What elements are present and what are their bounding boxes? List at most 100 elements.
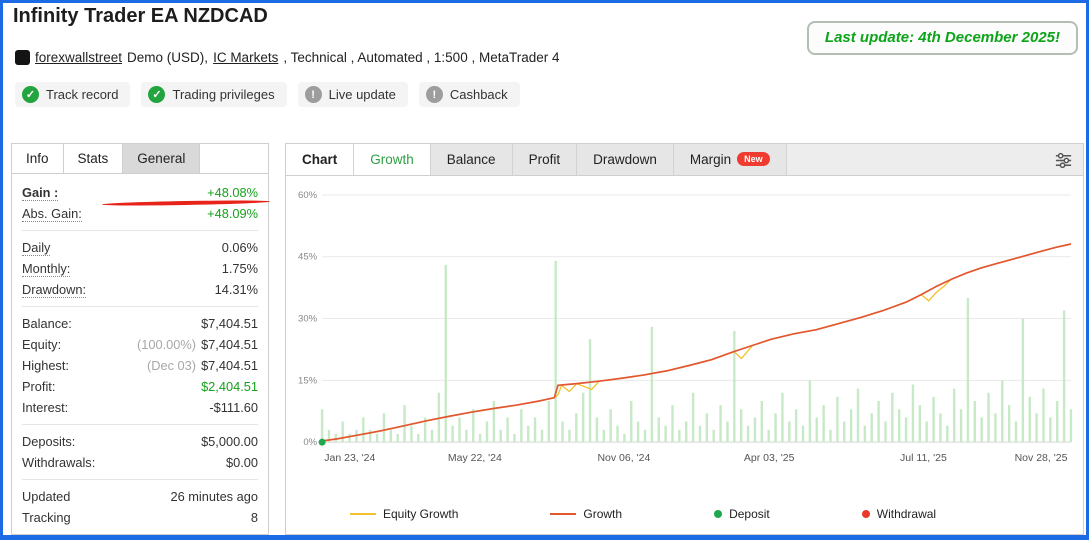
info-row-updated: Updated 26 minutes ago [22, 486, 258, 507]
svg-text:Apr 03, '25: Apr 03, '25 [744, 453, 795, 464]
account-subtitle: forexwallstreet Demo (USD), IC Markets ,… [15, 50, 560, 65]
account-type-text: Demo (USD), [127, 50, 209, 65]
info-row-drawdown: Drawdown: 14.31% [22, 279, 258, 300]
badge-track-record[interactable]: ✓ Track record [15, 82, 131, 107]
tab-growth[interactable]: Growth [354, 144, 431, 175]
account-logo-icon [15, 50, 30, 65]
value-prefix: (100.00%) [137, 337, 197, 352]
info-label[interactable]: Drawdown: [22, 281, 87, 298]
tab-balance[interactable]: Balance [430, 144, 513, 175]
info-row-tracking: Tracking 8 [22, 507, 258, 528]
tab-margin[interactable]: Margin New [673, 144, 787, 175]
info-value: $5,000.00 [201, 434, 258, 449]
info-value: $2,404.51 [201, 379, 258, 394]
tab-info[interactable]: Info [12, 144, 64, 173]
info-label[interactable]: Monthly: [22, 260, 71, 277]
chart-tabs: Chart Growth Balance Profit Drawdown Margin Ne… [286, 144, 1083, 176]
info-value: 1.75% [221, 261, 258, 276]
info-row-balance: Balance: $7,404.51 [22, 313, 258, 334]
tab-drawdown[interactable]: Drawdown [577, 144, 674, 175]
info-row-gain: Gain : +48.08% [22, 182, 258, 203]
info-tabs: Info Stats General [12, 144, 268, 174]
exclamation-icon: ! [425, 86, 443, 103]
legend-withdrawal[interactable]: Withdrawal [861, 507, 937, 521]
info-label: Updated [22, 489, 71, 504]
svg-text:Nov 06, '24: Nov 06, '24 [597, 453, 650, 464]
info-label[interactable]: Gain : [22, 184, 59, 201]
value-prefix: (Dec 03) [146, 358, 197, 373]
badge-cashback[interactable]: ! Cashback [418, 82, 520, 107]
growth-chart[interactable]: 0% 15% 30% 45% 60% Jan 23, '24 May 22, '24 Nov … [286, 177, 1083, 494]
svg-text:45%: 45% [298, 252, 318, 263]
svg-text:0%: 0% [303, 437, 317, 448]
info-row-deposits: Deposits: $5,000.00 [22, 431, 258, 452]
row-divider [22, 230, 258, 231]
last-update-text: Last update: 4th December 2025! [824, 29, 1060, 46]
info-label: Profit: [22, 379, 56, 394]
info-row-profit: Profit: $2,404.51 [22, 376, 258, 397]
badge-label: Cashback [449, 87, 508, 102]
deposit-marker [318, 438, 326, 446]
tab-general[interactable]: General [123, 144, 201, 173]
legend-growth[interactable]: Growth [550, 507, 622, 521]
badge-live-update[interactable]: ! Live update [297, 82, 408, 107]
row-divider [22, 424, 258, 425]
info-label: Interest: [22, 400, 69, 415]
badge-label: Track record [46, 87, 119, 102]
check-icon: ✓ [22, 86, 39, 103]
chart-panel: Chart Growth Balance Profit Drawdown Margin Ne… [285, 143, 1084, 535]
info-row-withdrawals: Withdrawals: $0.00 [22, 452, 258, 473]
info-row-monthly: Monthly: 1.75% [22, 258, 258, 279]
broker-link[interactable]: IC Markets [213, 50, 279, 65]
badges-row: ✓ Track record ✓ Trading privileges ! Live up… [15, 82, 520, 107]
series-lines [318, 243, 1072, 446]
gridlines [322, 194, 1071, 443]
info-row-abs-gain: Abs. Gain: +48.09% [22, 203, 258, 224]
tab-stats[interactable]: Stats [63, 144, 124, 173]
info-value: (Dec 03) $7,404.51 [146, 358, 258, 373]
legend-label: Withdrawal [876, 507, 937, 521]
info-label[interactable]: Abs. Gain: [22, 205, 82, 222]
page-title: Infinity Trader EA NZDCAD [13, 5, 268, 27]
badge-trading-privileges[interactable]: ✓ Trading privileges [141, 82, 287, 107]
chart-legend: Equity Growth Growth Deposit Withdrawal [286, 494, 1083, 534]
legend-line-swatch [550, 513, 577, 515]
row-divider [22, 479, 258, 480]
legend-line-swatch [350, 513, 376, 515]
svg-text:Jan 23, '24: Jan 23, '24 [324, 453, 375, 464]
legend-label: Growth [583, 507, 623, 521]
info-row-highest: Highest: (Dec 03) $7,404.51 [22, 355, 258, 376]
info-value: -$111.60 [209, 400, 258, 415]
info-rows: Gain : +48.08% Abs. Gain: +48.09% Daily 0.06%… [12, 174, 268, 535]
growth-chart-svg[interactable]: 0% 15% 30% 45% 60% Jan 23, '24 May 22, '24 Nov … [286, 177, 1083, 494]
series-equity-growth [321, 243, 1072, 442]
legend-deposit[interactable]: Deposit [714, 507, 770, 521]
info-value: 26 minutes ago [170, 489, 258, 504]
legend-label: Deposit [729, 507, 770, 521]
info-value: $7,404.51 [201, 316, 258, 331]
trade-volume-bars [320, 260, 1073, 443]
legend-equity-growth[interactable]: Equity Growth [350, 507, 458, 521]
new-badge: New [737, 152, 770, 166]
axis-labels: 0% 15% 30% 45% 60% Jan 23, '24 May 22, '24 Nov … [298, 190, 1068, 464]
svg-text:15%: 15% [298, 375, 318, 386]
chart-settings-icon[interactable] [1054, 151, 1073, 175]
info-label: Deposits: [22, 434, 76, 449]
account-link[interactable]: forexwallstreet [35, 50, 123, 65]
info-label: Balance: [22, 316, 72, 331]
info-value: +48.08% [207, 185, 258, 200]
info-label: Equity: [22, 337, 62, 352]
tab-chart[interactable]: Chart [286, 144, 355, 175]
badge-label: Trading privileges [172, 87, 275, 102]
info-value: $0.00 [225, 455, 258, 470]
info-label[interactable]: Daily [22, 239, 51, 256]
account-meta-text: , Technical , Automated , 1:500 , MetaTr… [283, 50, 560, 65]
series-growth [321, 243, 1072, 442]
info-value: +48.09% [207, 206, 258, 221]
info-value: 14.31% [214, 282, 258, 297]
check-icon: ✓ [148, 86, 166, 103]
info-label: Withdrawals: [22, 455, 96, 470]
tab-profit[interactable]: Profit [512, 144, 578, 175]
info-value: 0.06% [221, 240, 258, 255]
info-row-daily: Daily 0.06% [22, 237, 258, 258]
